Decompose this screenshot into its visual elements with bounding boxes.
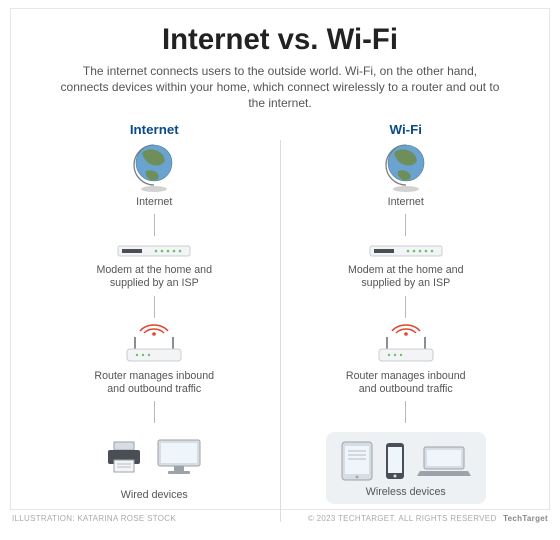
label-internet: Internet [388, 196, 424, 209]
label-router: Router manages inbound and outbound traf… [336, 370, 476, 397]
column-wifi: Wi-Fi Internet [281, 122, 532, 522]
label-router: Router manages inbound and outbound traf… [84, 370, 224, 397]
label-internet: Internet [136, 196, 172, 209]
connector [154, 214, 155, 236]
label-wired: Wired devices [121, 489, 188, 502]
globe-icon [132, 141, 176, 193]
connector [405, 296, 406, 318]
wired-devices-row [94, 428, 214, 486]
wireless-devices-row [340, 438, 472, 484]
label-wireless: Wireless devices [340, 486, 472, 499]
modem-icon [368, 241, 444, 261]
laptop-icon [416, 443, 472, 479]
connector [154, 401, 155, 423]
label-modem: Modem at the home and supplied by an ISP [89, 264, 219, 291]
column-header-internet: Internet [130, 122, 179, 137]
label-modem: Modem at the home and supplied by an ISP [341, 264, 471, 291]
router-icon [371, 323, 441, 367]
globe-icon [384, 141, 428, 193]
columns: Internet Internet [29, 122, 531, 522]
tablet-icon [340, 440, 374, 482]
wireless-box: Wireless devices [326, 432, 486, 503]
connector [405, 214, 406, 236]
column-internet: Internet Internet [29, 122, 280, 522]
page-title: Internet vs. Wi-Fi [29, 23, 531, 57]
connector [154, 296, 155, 318]
router-icon [119, 323, 189, 367]
diagram-card: Internet vs. Wi-Fi The internet connects… [10, 8, 550, 510]
column-header-wifi: Wi-Fi [390, 122, 422, 137]
page-subtitle: The internet connects users to the outsi… [60, 63, 500, 112]
desktop-icon [154, 436, 204, 478]
phone-icon [384, 441, 406, 481]
printer-icon [104, 440, 144, 474]
connector [405, 401, 406, 423]
modem-icon [116, 241, 192, 261]
